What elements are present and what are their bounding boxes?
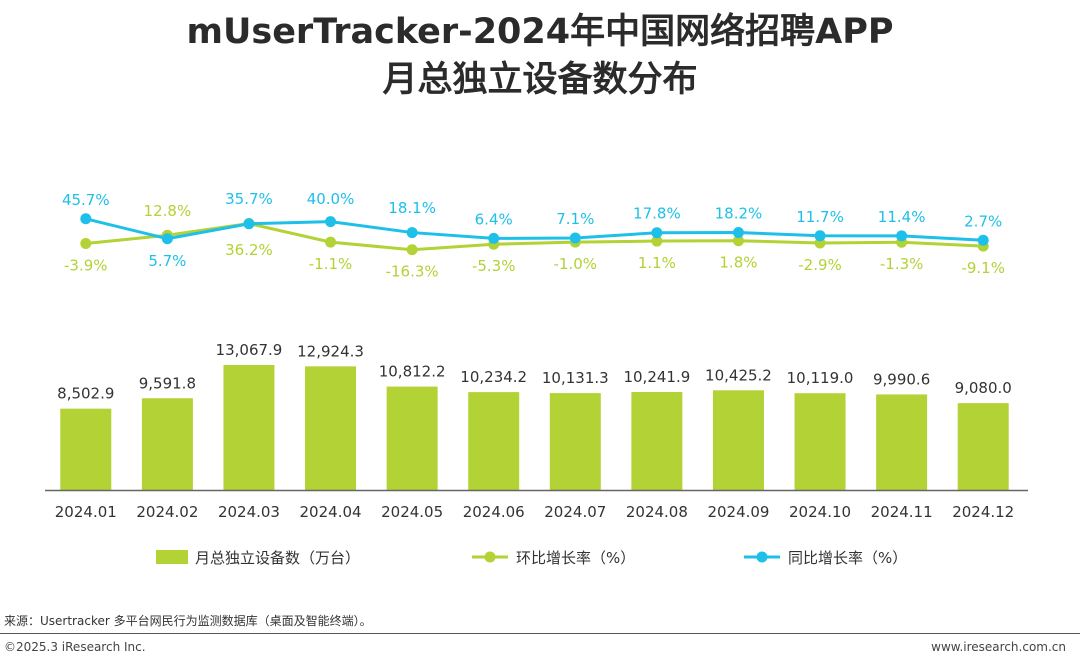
yoy-label: 11.4%	[878, 208, 926, 226]
bar-value-label: 10,119.0	[787, 369, 854, 387]
bar-2024.03	[223, 365, 275, 490]
x-tick-label: 2024.01	[55, 503, 117, 521]
x-tick-label: 2024.07	[544, 503, 606, 521]
mom-point	[732, 235, 744, 247]
bars-layer: 8,502.9 9,591.8 13,067.9 12,924.3 10,812.2 10…	[57, 341, 1012, 490]
footer-divider	[0, 633, 1080, 634]
mom-label: -1.3%	[880, 255, 924, 273]
bar-value-label: 9,591.8	[139, 374, 196, 392]
x-tick-label: 2024.06	[463, 503, 525, 521]
bar-2024.01	[60, 408, 112, 490]
yoy-point	[651, 227, 663, 239]
chart-title-line-2: 月总独立设备数分布	[382, 60, 698, 100]
mom-label: -1.0%	[554, 255, 598, 273]
mom-label: -16.3%	[386, 263, 439, 281]
yoy-point	[243, 218, 255, 230]
yoy-label: 40.0%	[307, 190, 355, 208]
legend-mom-marker	[484, 551, 496, 563]
x-tick-label: 2024.03	[218, 503, 280, 521]
legend-bar-swatch	[156, 550, 188, 564]
x-tick-label: 2024.09	[707, 503, 769, 521]
yoy-point	[977, 234, 989, 246]
yoy-point	[406, 227, 418, 239]
bar-2024.10	[794, 393, 846, 490]
yoy-point	[896, 230, 908, 242]
chart-canvas: 8,502.9 9,591.8 13,067.9 12,924.3 10,812.2 10…	[45, 190, 1028, 567]
mom-label: 1.1%	[638, 254, 676, 272]
bar-2024.09	[712, 390, 764, 490]
x-tick-label: 2024.05	[381, 503, 443, 521]
x-axis: 2024.01 2024.02 2024.03 2024.04 2024.05 2024.…	[45, 489, 1028, 521]
yoy-label: 17.8%	[633, 205, 681, 223]
yoy-label: 35.7%	[225, 190, 273, 208]
chart-title-line-1: mUserTracker-2024年中国网络招聘APP	[186, 12, 894, 52]
x-tick-label: 2024.02	[136, 503, 198, 521]
yoy-label: 2.7%	[964, 212, 1002, 230]
mom-label: -2.9%	[798, 256, 842, 274]
bar-2024.12	[957, 403, 1009, 490]
legend-mom-label: 环比增长率（%）	[516, 549, 635, 567]
copyright-text: ©2025.3 iResearch Inc.	[4, 640, 146, 654]
yoy-point	[814, 230, 826, 242]
bar-2024.08	[631, 392, 683, 490]
yoy-label: 6.4%	[475, 210, 513, 228]
mom-label: 1.8%	[719, 254, 757, 272]
bar-2024.04	[305, 366, 357, 490]
bar-value-label: 13,067.9	[216, 341, 283, 359]
x-tick-label: 2024.12	[952, 503, 1014, 521]
mom-label: -1.1%	[309, 255, 353, 273]
bar-value-label: 10,131.3	[542, 369, 609, 387]
yoy-label: 5.7%	[148, 252, 186, 270]
mom-label: -3.9%	[64, 257, 108, 275]
yoy-point	[569, 232, 581, 244]
yoy-point	[161, 233, 173, 245]
legend-yoy-label: 同比增长率（%）	[788, 549, 907, 567]
yoy-point	[488, 232, 500, 244]
source-note: 来源：Usertracker 多平台网民行为监测数据库（桌面及智能终端）。	[4, 614, 372, 628]
bar-value-label: 10,425.2	[705, 366, 772, 384]
yoy-label: 7.1%	[556, 210, 594, 228]
mom-point	[651, 235, 663, 247]
yoy-line	[85, 217, 984, 242]
bar-2024.11	[876, 394, 928, 490]
bar-value-label: 9,080.0	[955, 379, 1012, 397]
bar-value-label: 12,924.3	[297, 342, 364, 360]
x-tick-label: 2024.04	[300, 503, 362, 521]
mom-label: 12.8%	[144, 202, 192, 220]
bar-2024.02	[141, 398, 193, 490]
yoy-point	[325, 216, 337, 228]
x-tick-label: 2024.10	[789, 503, 851, 521]
mom-point	[80, 238, 92, 250]
yoy-point	[732, 227, 744, 239]
yoy-label: 18.1%	[388, 199, 436, 217]
yoy-label: 11.7%	[796, 208, 844, 226]
mom-point	[406, 244, 418, 256]
bar-2024.05	[386, 386, 438, 490]
bar-value-label: 10,812.2	[379, 363, 446, 381]
mom-label: -5.3%	[472, 257, 516, 275]
legend-bar-label: 月总独立设备数（万台）	[195, 549, 360, 567]
yoy-point	[80, 213, 92, 225]
mom-label: -9.1%	[961, 259, 1005, 277]
yoy-label: 18.2%	[715, 205, 763, 223]
yoy-label: 45.7%	[62, 191, 110, 209]
x-tick-label: 2024.08	[626, 503, 688, 521]
legend-yoy-marker	[756, 551, 768, 563]
legend: 月总独立设备数（万台） 环比增长率（%） 同比增长率（%）	[156, 549, 907, 567]
mom-label: 36.2%	[225, 241, 273, 259]
bar-value-label: 10,234.2	[460, 368, 527, 386]
bar-value-label: 8,502.9	[57, 385, 114, 403]
x-tick-label: 2024.11	[871, 503, 933, 521]
lines-layer: -3.9% 12.8% 36.2% -1.1% -16.3% -5.3% -1.0% 1.1%…	[62, 190, 1005, 281]
bar-2024.06	[468, 392, 520, 490]
bar-2024.07	[549, 393, 601, 490]
bar-value-label: 10,241.9	[623, 368, 690, 386]
mom-point	[325, 236, 337, 248]
website-link[interactable]: www.iresearch.com.cn	[931, 640, 1066, 654]
bar-value-label: 9,990.6	[873, 370, 930, 388]
